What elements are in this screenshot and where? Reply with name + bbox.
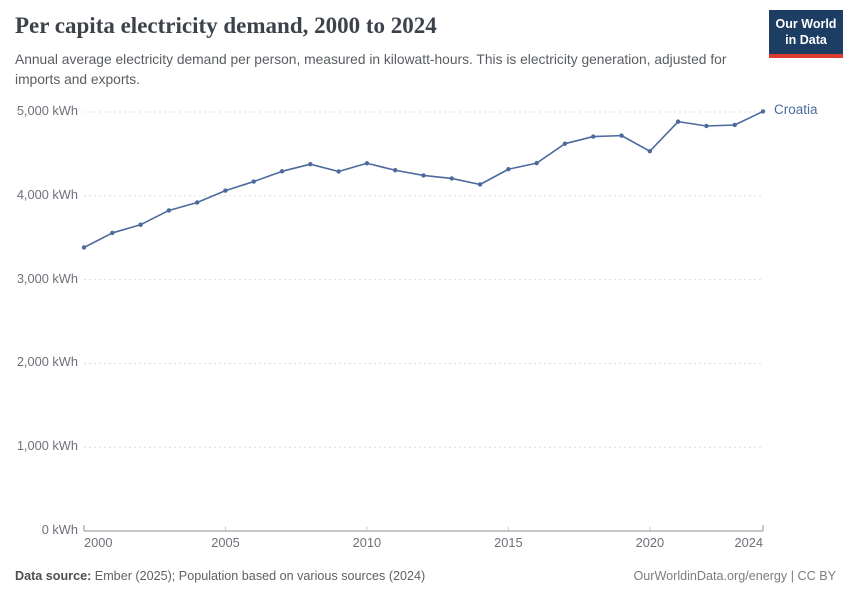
data-point[interactable] [421, 173, 426, 178]
data-point[interactable] [251, 179, 256, 184]
data-point[interactable] [704, 123, 709, 129]
y-axis-tick-label: 5,000 kWh [16, 103, 78, 118]
data-point[interactable] [619, 133, 624, 138]
data-source-note: Data source: Ember (2025); Population ba… [15, 569, 425, 583]
chart-subtitle: Annual average electricity demand per pe… [15, 52, 727, 87]
y-axis-tick-label: 1,000 kWh [16, 438, 78, 454]
data-point[interactable] [194, 200, 200, 205]
data-point[interactable] [477, 182, 483, 187]
data-source-text: Ember (2025); Population based on variou… [91, 569, 426, 583]
data-source-label: Data source: [15, 569, 92, 583]
data-point[interactable] [449, 176, 454, 181]
owid-logo-line2: in Data [785, 33, 827, 48]
data-point[interactable] [647, 149, 653, 154]
data-point[interactable] [81, 245, 87, 250]
x-axis-tick-label: 2020 [635, 535, 665, 550]
data-point[interactable] [138, 222, 143, 227]
data-point[interactable] [336, 169, 341, 174]
data-point[interactable] [279, 169, 285, 174]
x-axis-tick-label: 2000 [84, 535, 113, 550]
series-label-croatia: Croatia [774, 102, 818, 118]
data-point[interactable] [732, 122, 737, 128]
y-axis-tick-label: 2,000 kWh [16, 354, 78, 370]
series-line[interactable] [83, 110, 764, 249]
data-point[interactable] [364, 161, 370, 166]
y-axis-tick-label: 0 kWh [41, 522, 78, 537]
x-axis-tick-label: 2010 [352, 535, 382, 550]
data-point[interactable] [534, 160, 539, 166]
data-point[interactable] [110, 230, 115, 236]
data-point[interactable] [223, 188, 228, 193]
data-point[interactable] [591, 134, 596, 139]
data-point[interactable] [393, 168, 398, 173]
chart-title: Per capita electricity demand, 2000 to 2… [15, 13, 437, 38]
owid-logo: Our World in Data [769, 10, 843, 58]
x-axis-tick-label: 2015 [494, 535, 523, 550]
credit-link[interactable]: OurWorldinData.org/energy | CC BY [633, 569, 836, 583]
data-point[interactable] [166, 208, 172, 213]
x-axis-tick-label: 2024 [734, 535, 763, 550]
data-point[interactable] [760, 109, 766, 114]
y-axis-tick-label: 3,000 kWh [16, 270, 78, 286]
x-axis-tick-label: 2005 [211, 535, 240, 550]
data-point[interactable] [675, 119, 681, 124]
data-point[interactable] [308, 162, 313, 167]
y-axis-tick-label: 4,000 kWh [16, 186, 78, 202]
owid-logo-line1: Our World [775, 17, 837, 31]
data-point[interactable] [506, 167, 511, 172]
data-point[interactable] [562, 141, 568, 146]
